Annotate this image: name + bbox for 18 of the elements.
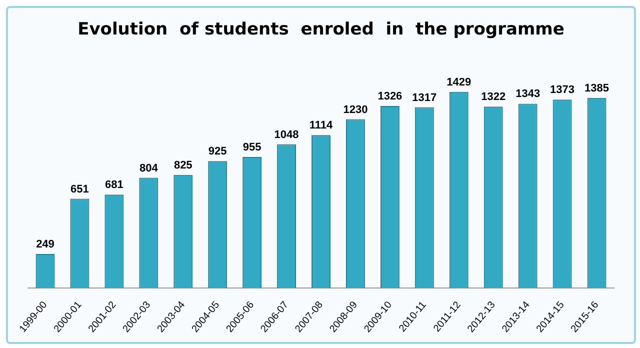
data-label: 925 (208, 146, 227, 158)
data-label: 1326 (378, 90, 402, 103)
data-label: 1048 (274, 128, 299, 141)
data-label: 681 (104, 179, 124, 192)
data-label: 825 (174, 159, 192, 172)
data-label: 1317 (412, 92, 437, 104)
data-label: 955 (242, 142, 262, 154)
data-label: 651 (70, 183, 89, 196)
data-label: 1343 (516, 88, 540, 100)
data-label: 1385 (584, 82, 610, 94)
data-label: 1373 (550, 84, 575, 96)
data-label: 1322 (481, 91, 506, 104)
data-label: 804 (139, 162, 159, 174)
data-label: 1429 (446, 76, 472, 88)
chart-title: Evolution of students enroled in the programme (78, 20, 564, 40)
data-label: 1230 (343, 104, 368, 116)
data-label: 1114 (309, 120, 334, 132)
data-label: 249 (36, 238, 54, 250)
